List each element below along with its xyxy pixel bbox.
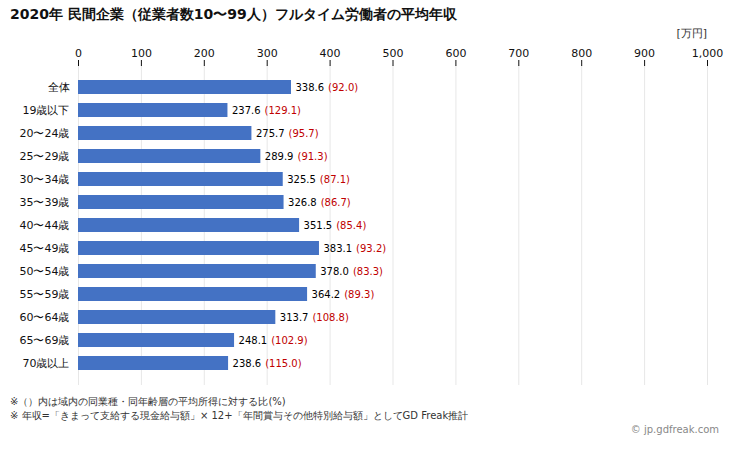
- svg-text:0: 0: [75, 47, 82, 60]
- svg-text:100: 100: [131, 47, 152, 60]
- svg-text:364.2: 364.2: [312, 289, 341, 300]
- html-text:[万円]: [万円]: [676, 27, 707, 40]
- svg-text:338.6: 338.6: [295, 82, 324, 93]
- html-text:2020年 民間企業（従業者数10〜99人）フルタイム労働者: 2020年 民間企業（従業者数10〜99人）フルタイム労働者の平均年収: [10, 6, 457, 22]
- svg-text:(85.4): (85.4): [336, 220, 366, 231]
- svg-text:400: 400: [320, 47, 341, 60]
- svg-text:70歳以上: 70歳以上: [23, 357, 70, 370]
- svg-text:383.1: 383.1: [323, 243, 352, 254]
- svg-text:378.0: 378.0: [320, 266, 349, 277]
- svg-text:25〜29歳: 25〜29歳: [20, 150, 70, 163]
- svg-text:50〜54歳: 50〜54歳: [20, 265, 70, 278]
- svg-text:20〜24歳: 20〜24歳: [20, 127, 70, 140]
- svg-text:(89.3): (89.3): [344, 289, 374, 300]
- svg-text:(115.0): (115.0): [265, 358, 302, 369]
- svg-text:(86.7): (86.7): [321, 197, 351, 208]
- svg-text:65〜69歳: 65〜69歳: [20, 334, 70, 347]
- svg-text:(92.0): (92.0): [328, 82, 358, 93]
- svg-text:(102.9): (102.9): [271, 335, 308, 346]
- svg-text:500: 500: [383, 47, 404, 60]
- svg-text:700: 700: [508, 47, 529, 60]
- svg-text:200: 200: [194, 47, 215, 60]
- svg-text:(95.7): (95.7): [289, 128, 319, 139]
- svg-text:238.6: 238.6: [233, 358, 262, 369]
- svg-text:600: 600: [445, 47, 466, 60]
- svg-text:(83.3): (83.3): [353, 266, 383, 277]
- svg-text:237.6: 237.6: [232, 105, 261, 116]
- svg-text:275.7: 275.7: [256, 128, 285, 139]
- svg-text:(129.1): (129.1): [265, 105, 302, 116]
- svg-text:30〜34歳: 30〜34歳: [20, 173, 70, 186]
- svg-text:313.7: 313.7: [280, 312, 309, 323]
- svg-text:(108.8): (108.8): [312, 312, 349, 323]
- svg-text:40〜44歳: 40〜44歳: [20, 219, 70, 232]
- svg-text:325.5: 325.5: [287, 174, 316, 185]
- svg-text:1,000: 1,000: [692, 47, 724, 60]
- svg-text:800: 800: [571, 47, 592, 60]
- html-text:※（）内は域内の同業種・同年齢層の平均所得に対する比(%): ※（）内は域内の同業種・同年齢層の平均所得に対する比(%): [10, 396, 286, 407]
- svg-text:326.8: 326.8: [288, 197, 317, 208]
- svg-text:55〜59歳: 55〜59歳: [20, 288, 70, 301]
- svg-text:45〜49歳: 45〜49歳: [20, 242, 70, 255]
- svg-text:900: 900: [634, 47, 655, 60]
- svg-text:(93.2): (93.2): [356, 243, 386, 254]
- svg-text:351.5: 351.5: [304, 220, 333, 231]
- svg-text:35〜39歳: 35〜39歳: [20, 196, 70, 209]
- svg-text:(91.3): (91.3): [297, 151, 327, 162]
- svg-text:全体: 全体: [48, 81, 70, 94]
- svg-text:248.1: 248.1: [239, 335, 268, 346]
- svg-text:300: 300: [257, 47, 278, 60]
- svg-text:19歳以下: 19歳以下: [23, 104, 70, 117]
- svg-text:289.9: 289.9: [265, 151, 294, 162]
- svg-text:(87.1): (87.1): [320, 174, 350, 185]
- svg-text:60〜64歳: 60〜64歳: [20, 311, 70, 324]
- html-text:※ 年収=「きまって支給する現金給与額」× 12+「年間賞与: ※ 年収=「きまって支給する現金給与額」× 12+「年間賞与その他特別給与額」と…: [10, 410, 469, 421]
- html-text:© jp.gdfreak.com: © jp.gdfreak.com: [630, 424, 719, 435]
